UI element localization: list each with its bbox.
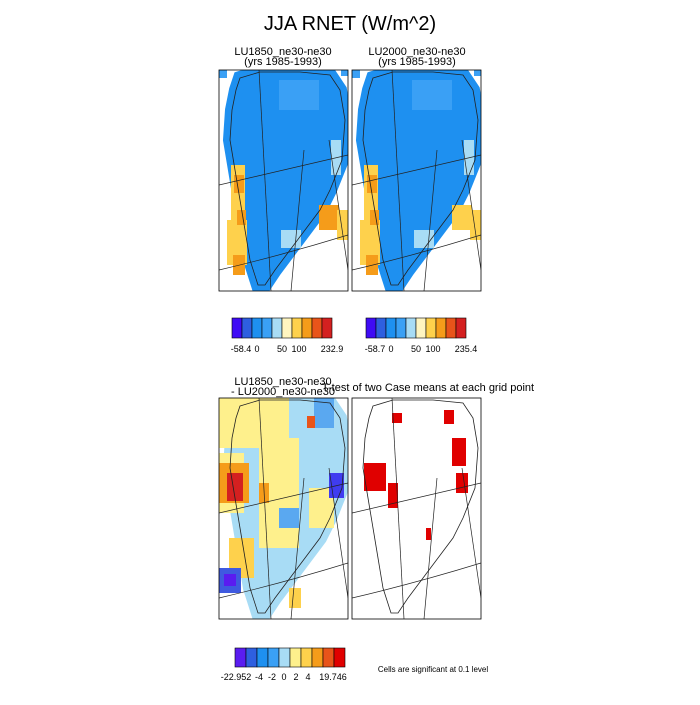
colorbar-box [301,317,313,339]
colorbar-box [385,317,397,339]
colorbar-label: 0 [254,344,259,354]
colorbar [234,647,346,668]
map [351,397,482,620]
colorbar-box [311,647,324,668]
colorbar-label: 50 [277,344,287,354]
colorbar-box [455,317,467,339]
panel-subtitle: - LU2000_ne30-ne30 [231,386,335,398]
colorbar-box [261,317,273,339]
colorbar-box [271,317,283,339]
colorbar-box [375,317,387,339]
colorbar-label: 19.746 [319,672,347,682]
panel-title: T-test of two Case means at each grid po… [322,382,534,394]
panel-subtitle: (yrs 1985-1993) [244,56,322,68]
colorbar-label: -4 [255,672,263,682]
colorbar-label: 100 [425,344,440,354]
colorbar-box [245,647,258,668]
colorbar-box [365,317,377,339]
colorbar-box [291,317,303,339]
colorbar-box [405,317,417,339]
colorbar-box [425,317,437,339]
colorbar-label: -58.4 [231,344,252,354]
colorbar-box [241,317,253,339]
colorbar-box [445,317,457,339]
colorbar-label: 50 [411,344,421,354]
note: Cells are significant at 0.1 level [378,665,489,674]
colorbar-label: 4 [305,672,310,682]
colorbar-box [278,647,291,668]
colorbar-label: -58.7 [365,344,386,354]
colorbar-label: 232.9 [321,344,344,354]
colorbar-label: 100 [291,344,306,354]
colorbar-box [322,647,335,668]
colorbar-box [231,317,243,339]
map [218,397,349,620]
colorbar-box [267,647,280,668]
colorbar-box [251,317,263,339]
colorbar-box [395,317,407,339]
map [351,69,482,292]
colorbar-label: -22.952 [221,672,252,682]
colorbar-box [281,317,293,339]
panel-title: LU2000_ne30-ne30 [368,46,465,58]
figure-title: JJA RNET (W/m^2) [264,13,436,35]
colorbar [231,317,333,339]
colorbar [365,317,467,339]
panel-title: LU1850_ne30-ne30 [234,376,331,388]
colorbar-box [415,317,427,339]
colorbar-box [311,317,323,339]
colorbar-box [300,647,313,668]
colorbar-box [289,647,302,668]
colorbar-label: -2 [268,672,276,682]
colorbar-box [234,647,247,668]
colorbar-label: 2 [293,672,298,682]
colorbar-box [333,647,346,668]
colorbar-label: 0 [388,344,393,354]
colorbar-label: 0 [281,672,286,682]
panel-title: LU1850_ne30-ne30 [234,46,331,58]
map [218,69,349,292]
colorbar-box [321,317,333,339]
colorbar-label: 235.4 [455,344,478,354]
colorbar-box [435,317,447,339]
panel-subtitle: (yrs 1985-1993) [378,56,456,68]
colorbar-box [256,647,269,668]
